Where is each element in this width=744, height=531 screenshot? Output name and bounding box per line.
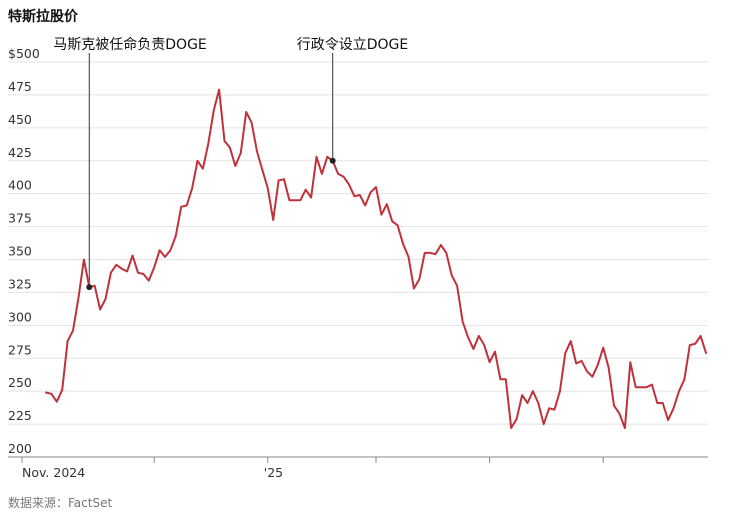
x-tick-label: '25 (264, 465, 283, 480)
y-tick-label: 450 (8, 112, 32, 127)
annotations: 马斯克被任命负责DOGE 行政令设立DOGE (53, 36, 409, 288)
x-tick-label: Nov. 2024 (22, 465, 85, 480)
y-axis-ticks: $500 475 450 425 400 375 350 325 300 275 250 225 200 (8, 46, 40, 456)
y-tick-label: 225 (8, 408, 32, 423)
series-lines (45, 88, 707, 429)
y-tick-label: 325 (8, 276, 32, 291)
annotation-marker (329, 157, 336, 164)
source-note: 数据来源：FactSet (8, 496, 113, 510)
y-tick-label: 275 (8, 342, 32, 357)
y-tick-label: 200 (8, 441, 32, 456)
x-axis: Nov. 2024 '25 (21, 457, 604, 480)
gridlines (8, 61, 708, 458)
annotation-label: 马斯克被任命负责DOGE (53, 36, 207, 53)
y-tick-label: 375 (8, 211, 32, 226)
annotation-marker (86, 284, 93, 291)
y-tick-label: 475 (8, 79, 32, 94)
y-tick-label: 350 (8, 244, 32, 259)
annotation-label: 行政令设立DOGE (297, 37, 409, 53)
y-tick-label: 400 (8, 178, 32, 193)
annotation-markers (86, 157, 336, 291)
y-tick-label: 425 (8, 145, 32, 160)
y-tick-label: $500 (8, 46, 40, 61)
chart-title: 特斯拉股价 (8, 9, 78, 25)
y-tick-label: 300 (8, 309, 32, 324)
y-tick-label: 250 (8, 375, 32, 390)
tesla-price-line (45, 88, 707, 429)
